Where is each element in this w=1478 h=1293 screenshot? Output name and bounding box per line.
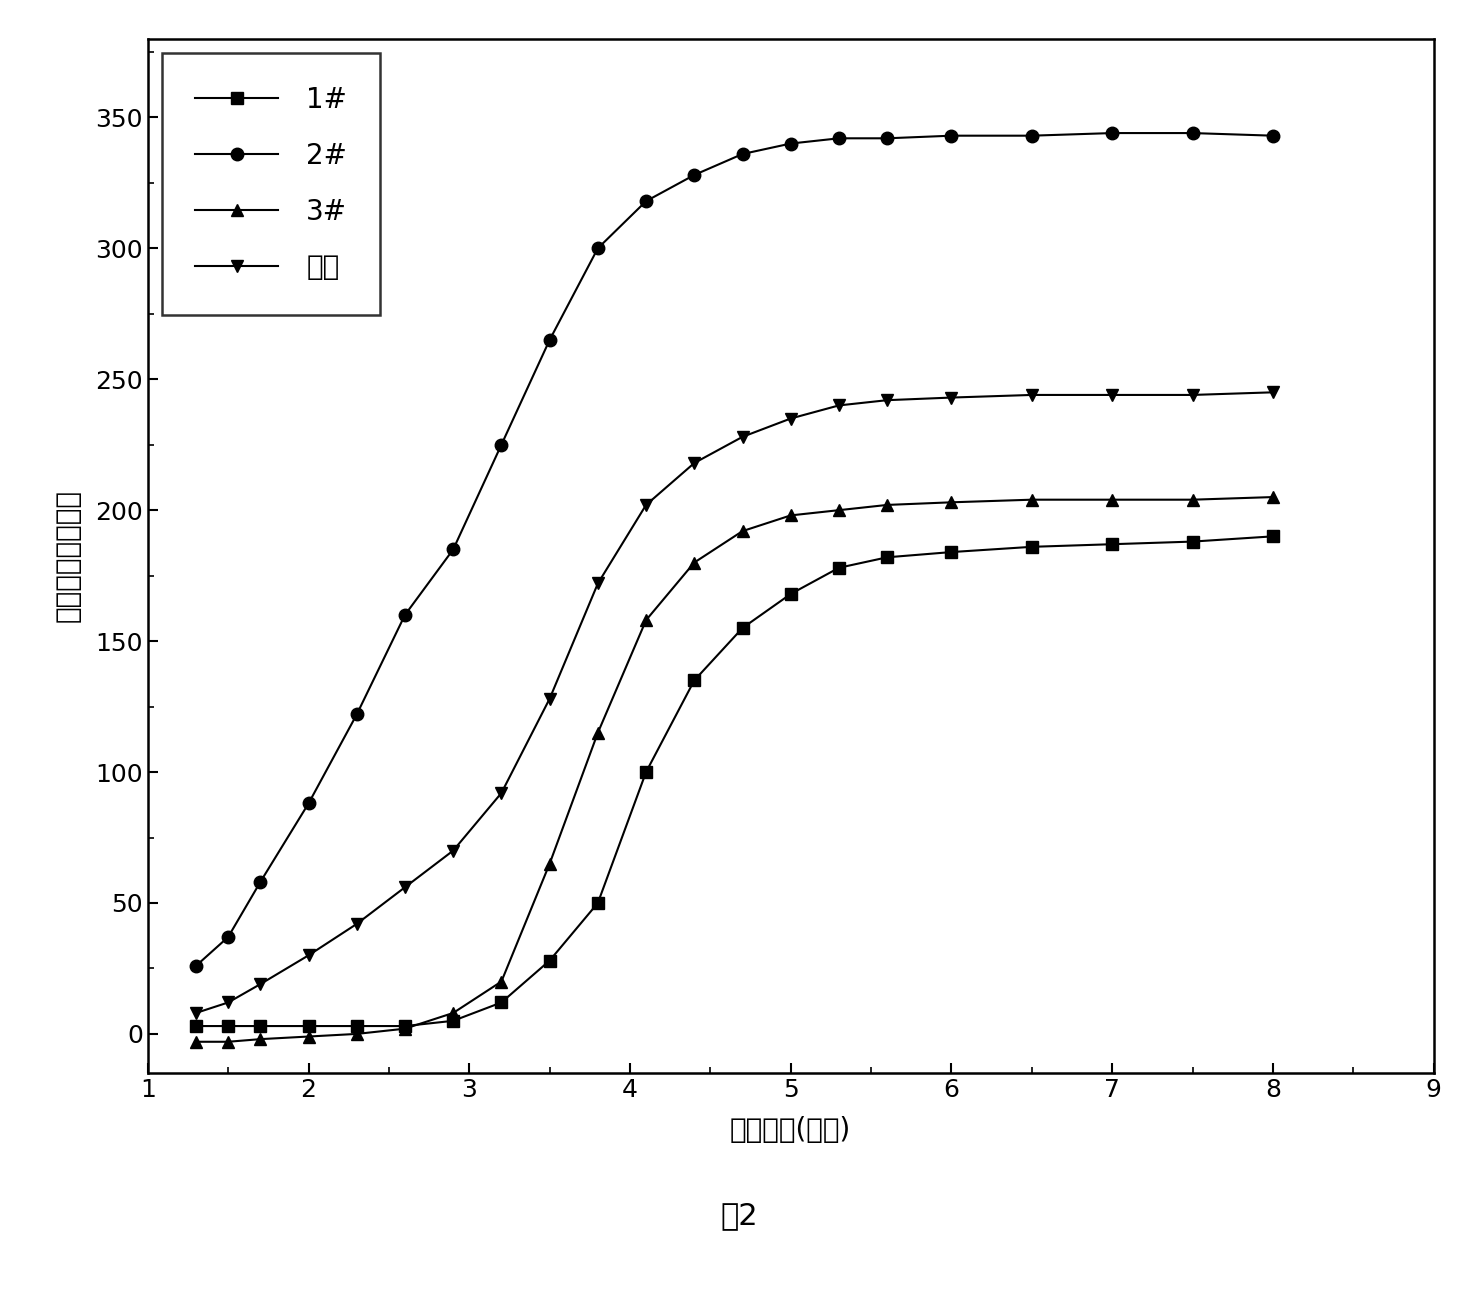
1# (733, 621, 751, 636)
1# (300, 1019, 318, 1034)
1# (782, 586, 800, 601)
Line: 平均: 平均 (189, 387, 1278, 1019)
3# (831, 503, 848, 518)
X-axis label: 水化时间(小时): 水化时间(小时) (730, 1116, 851, 1144)
1# (541, 953, 559, 968)
3# (445, 1005, 463, 1020)
平均 (637, 498, 655, 513)
2# (588, 240, 606, 256)
1# (1264, 529, 1281, 544)
2# (1184, 125, 1202, 141)
3# (347, 1027, 365, 1042)
1# (943, 544, 961, 560)
2# (219, 930, 236, 945)
平均 (782, 411, 800, 427)
2# (541, 332, 559, 348)
平均 (1264, 384, 1281, 400)
1# (396, 1019, 414, 1034)
2# (251, 874, 269, 890)
2# (1023, 128, 1041, 144)
3# (300, 1029, 318, 1045)
平均 (251, 976, 269, 992)
3# (541, 856, 559, 871)
3# (878, 498, 896, 513)
2# (782, 136, 800, 151)
Line: 1#: 1# (189, 530, 1278, 1032)
1# (878, 550, 896, 565)
1# (637, 764, 655, 780)
1# (686, 672, 704, 688)
Line: 2#: 2# (189, 127, 1278, 972)
平均 (219, 994, 236, 1010)
平均 (300, 948, 318, 963)
3# (219, 1034, 236, 1050)
平均 (1023, 387, 1041, 402)
平均 (831, 398, 848, 414)
2# (445, 542, 463, 557)
1# (492, 994, 510, 1010)
平均 (492, 785, 510, 800)
3# (1184, 491, 1202, 507)
3# (733, 524, 751, 539)
平均 (541, 690, 559, 706)
2# (492, 437, 510, 453)
3# (1264, 489, 1281, 504)
3# (1103, 491, 1122, 507)
3# (188, 1034, 205, 1050)
3# (686, 555, 704, 570)
平均 (943, 389, 961, 405)
2# (300, 795, 318, 811)
3# (943, 494, 961, 509)
1# (1184, 534, 1202, 550)
平均 (878, 392, 896, 407)
1# (219, 1019, 236, 1034)
平均 (686, 455, 704, 471)
平均 (396, 879, 414, 895)
平均 (347, 917, 365, 932)
3# (588, 725, 606, 741)
平均 (188, 1005, 205, 1020)
2# (347, 707, 365, 723)
1# (831, 560, 848, 575)
平均 (445, 843, 463, 859)
2# (396, 608, 414, 623)
平均 (1184, 387, 1202, 402)
平均 (733, 429, 751, 445)
1# (1023, 539, 1041, 555)
1# (251, 1019, 269, 1034)
2# (733, 146, 751, 162)
1# (588, 895, 606, 910)
1# (347, 1019, 365, 1034)
3# (1023, 491, 1041, 507)
2# (943, 128, 961, 144)
1# (445, 1012, 463, 1028)
2# (686, 167, 704, 182)
2# (637, 194, 655, 209)
Legend: 1#, 2#, 3#, 平均: 1#, 2#, 3#, 平均 (161, 53, 380, 314)
2# (878, 131, 896, 146)
3# (637, 613, 655, 628)
3# (396, 1021, 414, 1037)
平均 (588, 575, 606, 591)
3# (251, 1032, 269, 1047)
2# (188, 958, 205, 974)
2# (1264, 128, 1281, 144)
3# (492, 974, 510, 989)
平均 (1103, 387, 1122, 402)
Line: 3#: 3# (189, 491, 1278, 1049)
1# (1103, 537, 1122, 552)
Text: 图2: 图2 (720, 1201, 758, 1230)
2# (831, 131, 848, 146)
3# (782, 508, 800, 524)
1# (188, 1019, 205, 1034)
2# (1103, 125, 1122, 141)
Y-axis label: 收缩率（微应变）: 收缩率（微应变） (53, 490, 81, 622)
